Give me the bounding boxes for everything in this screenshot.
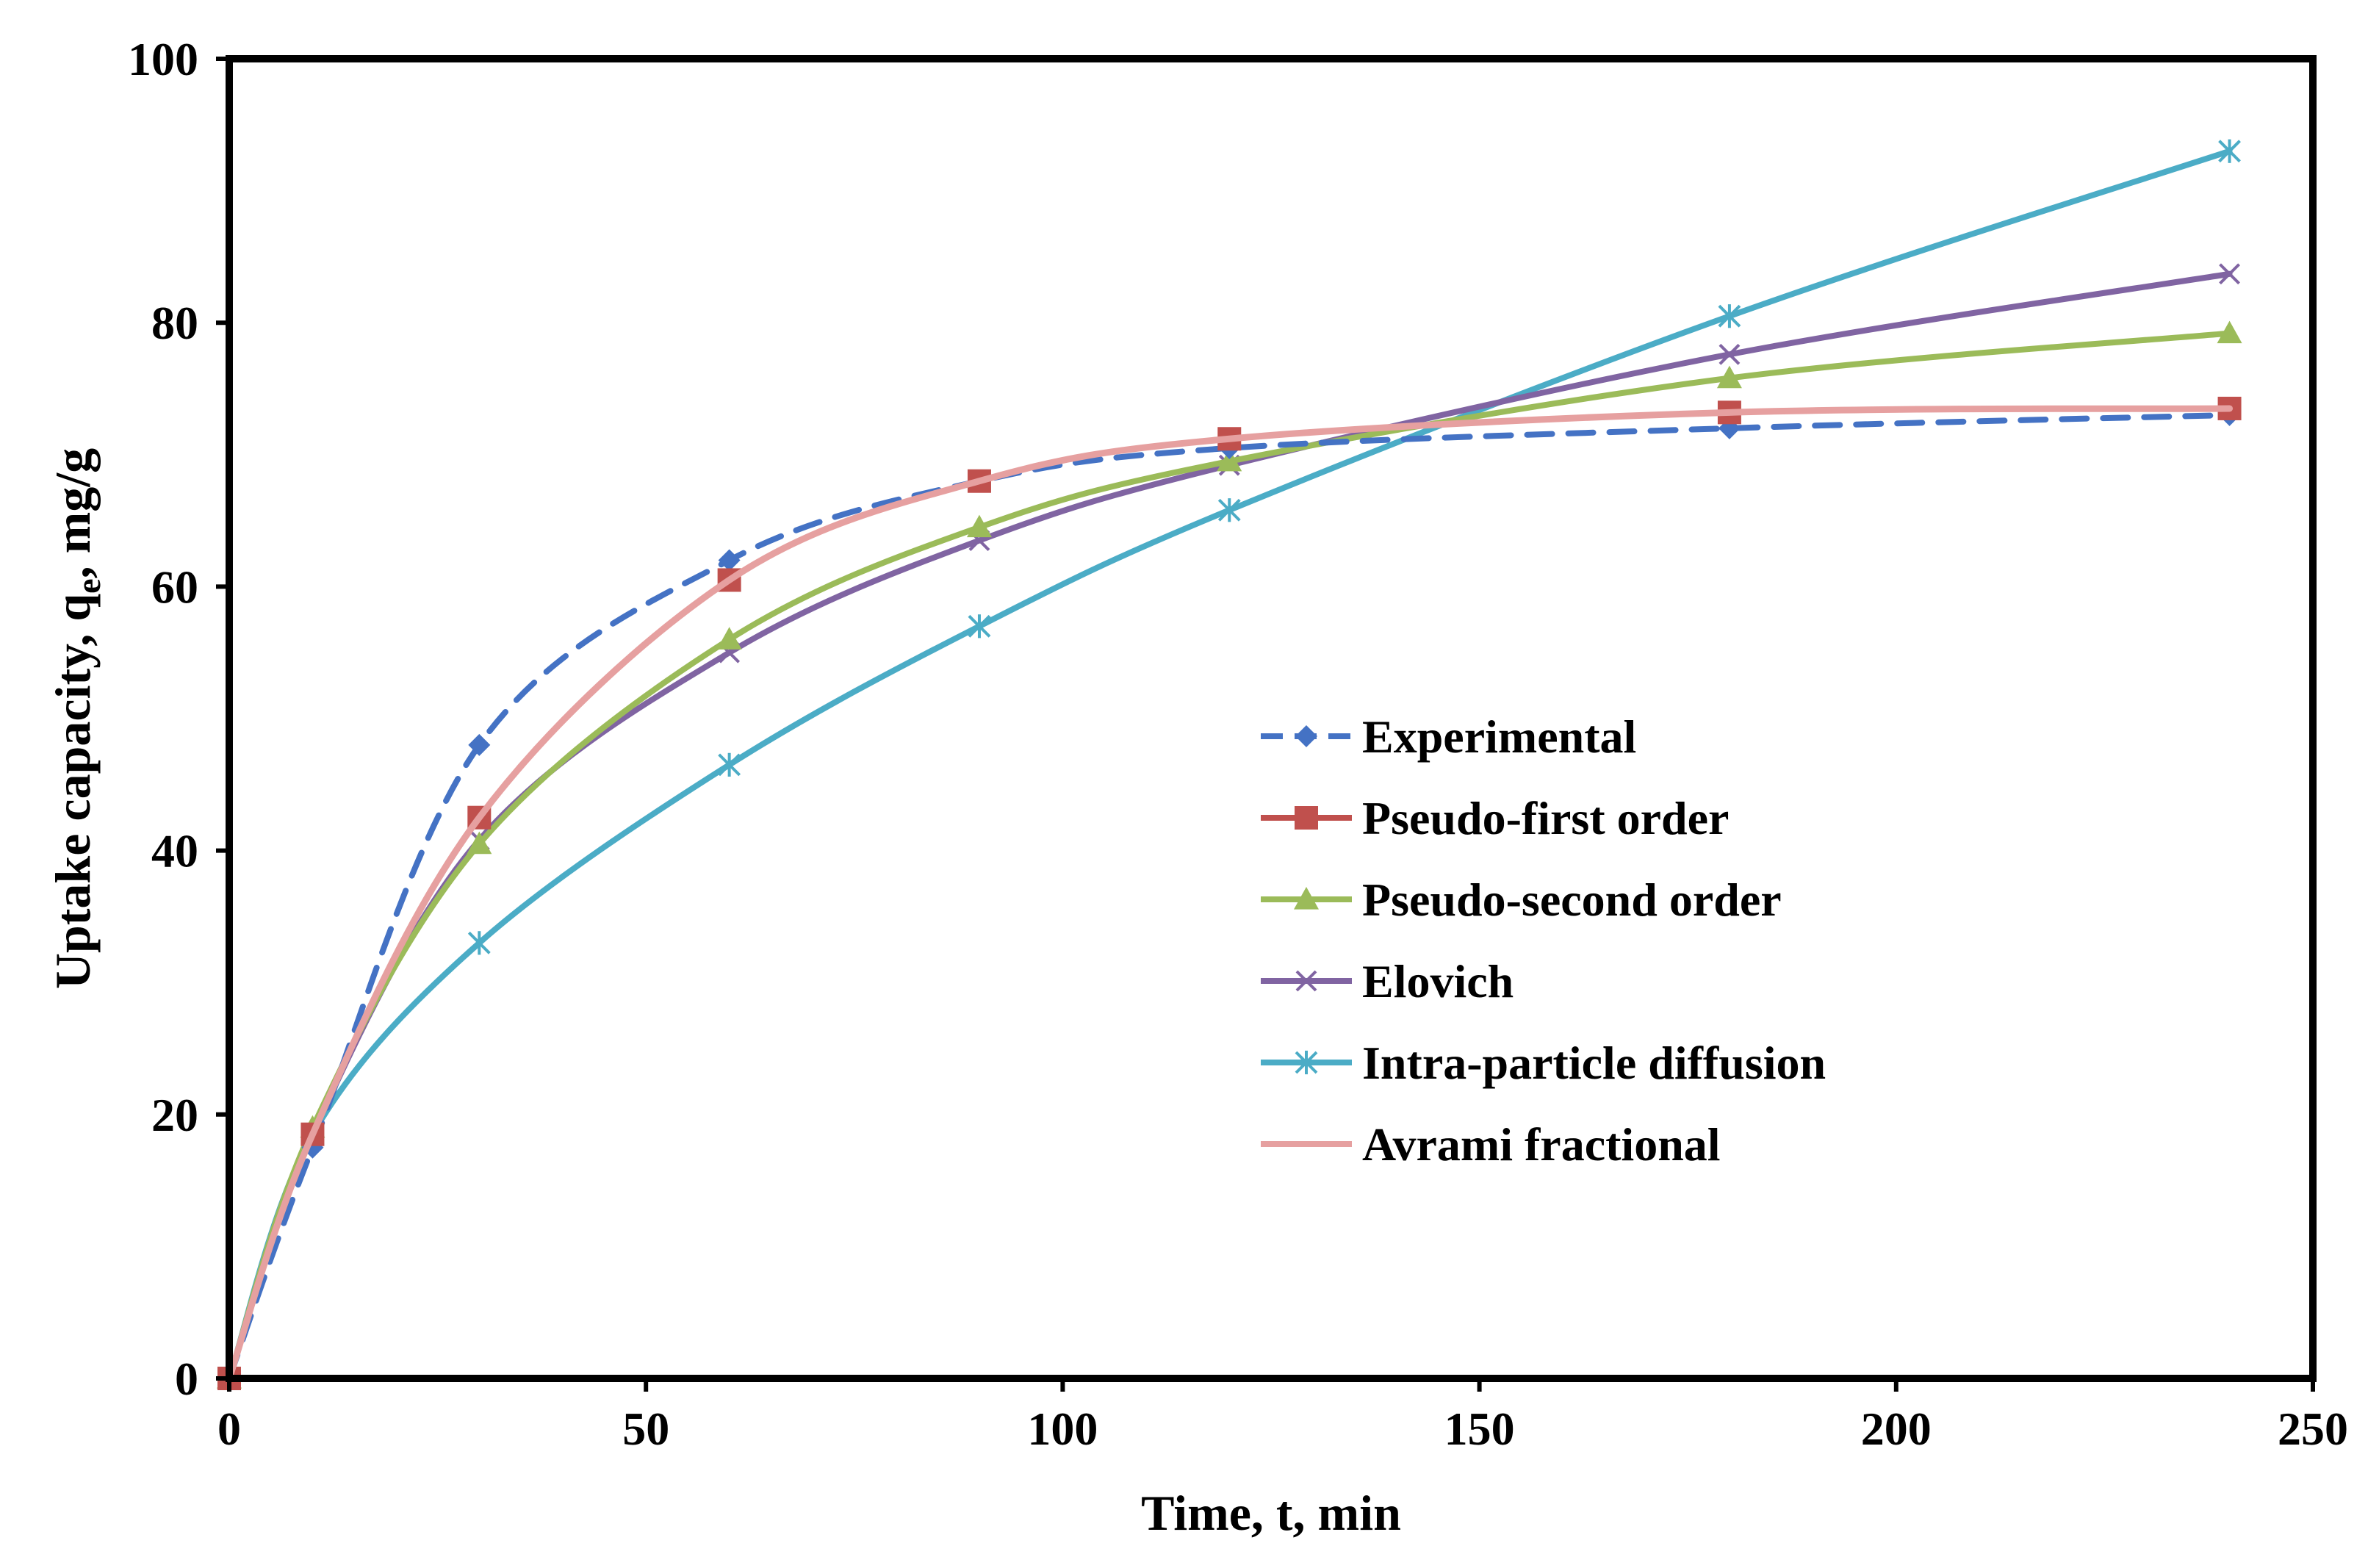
series-line-pseudo-second-order (226, 330, 2233, 1381)
x-axis-title: Time, t, min (1141, 1485, 1401, 1541)
x-tick-label-50: 50 (622, 1403, 669, 1455)
legend-label-avrami-fractional: Avrami fractional (1362, 1118, 1721, 1170)
y-tick-label-100: 100 (128, 33, 198, 85)
legend-marker-intra-particle-diffusion (1295, 1050, 1318, 1075)
y-tick-label-60: 60 (151, 561, 198, 613)
legend-marker-elovich (1295, 970, 1317, 992)
x-tick-label-150: 150 (1444, 1403, 1515, 1455)
legend-marker-pseudo-second-order (1294, 887, 1319, 910)
point-intra-particle-diffusion-240 (2218, 139, 2241, 163)
point-pseudo-second-order-90 (966, 514, 992, 538)
y-axis-title-main: Uptake capacity, q (45, 594, 101, 990)
legend-label-elovich: Elovich (1362, 955, 1514, 1007)
axis-layer: 0 50 100 150 200 250 0 20 40 60 80 100 (128, 33, 2348, 1455)
point-experimental-30 (468, 733, 491, 756)
y-axis-title-unit: , mg/g (45, 448, 101, 579)
point-experimental-60 (718, 549, 741, 572)
series-avrami-fractional (226, 405, 2234, 1382)
legend: Experimental Pseudo-first order Pseudo-sec… (1261, 711, 1826, 1170)
y-tick-label-0: 0 (175, 1353, 198, 1405)
point-pseudo-second-order-240 (2217, 320, 2242, 344)
point-pseudo-second-order-60 (716, 627, 742, 650)
y-tick-label-40: 40 (151, 825, 198, 877)
legend-item-pseudo-second-order: Pseudo-second order (1261, 874, 1782, 926)
legend-marker-experimental (1295, 725, 1317, 747)
point-intra-particle-diffusion-60 (718, 752, 741, 777)
y-axis-title-subscript: e (70, 578, 107, 593)
y-tick-label-80: 80 (151, 297, 198, 349)
point-pseudo-second-order-30 (467, 831, 492, 855)
series-line-experimental (226, 411, 2233, 1381)
point-pseudo-second-order-120 (1217, 448, 1242, 472)
point-elovich-240 (2219, 263, 2240, 285)
y-tick-label-20: 20 (151, 1089, 198, 1141)
legend-marker-pseudo-first-order (1295, 806, 1318, 830)
plot-layer (217, 139, 2242, 1391)
legend-label-experimental: Experimental (1362, 711, 1636, 763)
point-intra-particle-diffusion-120 (1217, 498, 1241, 522)
x-tick-label-0: 0 (217, 1403, 241, 1455)
x-tick-label-100: 100 (1027, 1403, 1098, 1455)
point-intra-particle-diffusion-90 (968, 614, 991, 639)
point-intra-particle-diffusion-30 (467, 931, 491, 955)
y-axis-title: Uptake capacity, qe, mg/g (45, 448, 107, 989)
legend-label-pseudo-first-order: Pseudo-first order (1362, 792, 1729, 844)
x-tick-label-200: 200 (1861, 1403, 1932, 1455)
series-line-pseudo-first-order (226, 405, 2233, 1381)
point-intra-particle-diffusion-180 (1718, 304, 1741, 328)
series-experimental (218, 403, 2241, 1389)
legend-item-avrami-fractional: Avrami fractional (1261, 1118, 1721, 1170)
legend-item-intra-particle-diffusion: Intra-particle diffusion (1261, 1037, 1826, 1089)
legend-label-pseudo-second-order: Pseudo-second order (1362, 874, 1782, 926)
legend-item-pseudo-first-order: Pseudo-first order (1261, 792, 1729, 844)
series-line-intra-particle-diffusion (226, 148, 2233, 1381)
series-pseudo-second-order (217, 320, 2242, 1389)
plot-frame (226, 55, 2317, 1382)
series-pseudo-first-order (217, 396, 2242, 1390)
x-tick-label-250: 250 (2278, 1403, 2348, 1455)
point-elovich-180 (1718, 343, 1741, 365)
legend-item-experimental: Experimental (1261, 711, 1636, 763)
legend-item-elovich: Elovich (1261, 955, 1514, 1007)
legend-label-intra-particle-diffusion: Intra-particle diffusion (1362, 1037, 1826, 1089)
series-line-avrami-fractional (226, 405, 2234, 1382)
point-pseudo-second-order-180 (1716, 365, 1742, 389)
